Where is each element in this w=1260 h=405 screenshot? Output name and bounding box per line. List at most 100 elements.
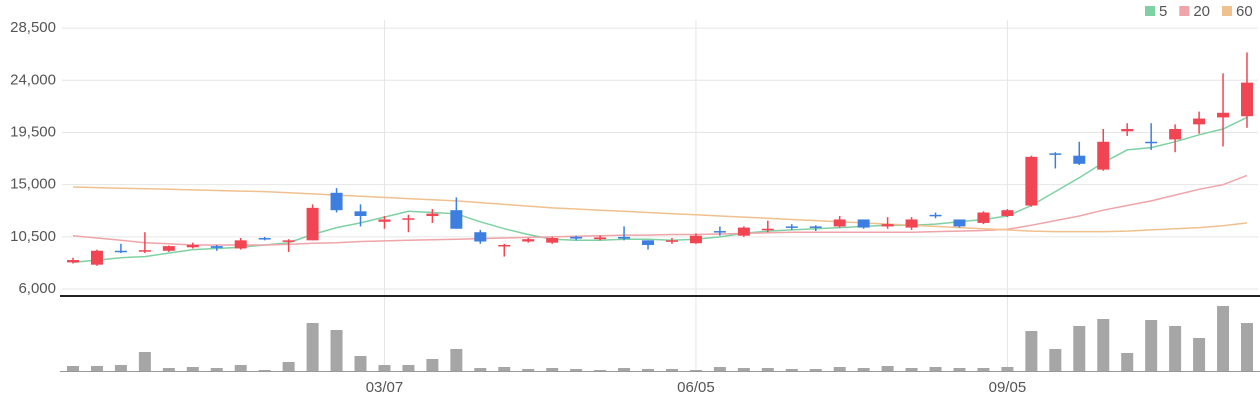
volume-bar xyxy=(1025,331,1038,371)
candle-body xyxy=(426,213,439,216)
candle-body xyxy=(713,231,726,233)
candle-body xyxy=(642,240,655,245)
y-tick-label: 15,000 xyxy=(10,176,56,193)
volume-bar xyxy=(689,370,702,371)
candle-body xyxy=(498,244,511,247)
candle-body xyxy=(833,219,846,227)
candle-body xyxy=(1025,156,1038,206)
candle-body xyxy=(881,224,894,227)
volume-bar xyxy=(1001,367,1014,371)
ma-line xyxy=(72,186,1248,233)
candle-body xyxy=(67,260,79,263)
candle-body xyxy=(618,236,631,239)
y-tick-label: 19,500 xyxy=(10,123,56,140)
volume-bar xyxy=(498,367,511,371)
candle-body xyxy=(1049,153,1062,155)
candle-body xyxy=(378,219,391,222)
y-tick-label: 10,500 xyxy=(10,228,56,245)
candle-body xyxy=(546,238,559,243)
candle-body xyxy=(809,226,822,228)
candle-body xyxy=(737,227,750,236)
volume-bar xyxy=(977,368,990,371)
volume-bar xyxy=(881,366,894,371)
candle-body xyxy=(761,228,774,231)
candle-body xyxy=(1241,82,1253,117)
candle-body xyxy=(953,219,966,227)
candle-body xyxy=(210,246,223,248)
candle-body xyxy=(689,235,702,244)
y-tick-label: 24,000 xyxy=(10,71,56,88)
candle-body xyxy=(1121,129,1134,132)
candle-body xyxy=(1073,155,1086,164)
candle-body xyxy=(1169,129,1182,140)
volume-bar xyxy=(953,368,966,371)
volume-bar xyxy=(618,368,631,371)
volume-bar xyxy=(1073,326,1086,371)
candle-body xyxy=(1145,141,1158,144)
volume-bar xyxy=(1193,338,1206,371)
volume-bar xyxy=(905,368,918,371)
volume-bar xyxy=(809,369,822,371)
candle-body xyxy=(162,246,175,251)
legend-label: 20 xyxy=(1193,3,1210,20)
candle-body xyxy=(1217,112,1230,118)
volume-bar xyxy=(1217,306,1230,371)
legend-swatch xyxy=(1145,6,1155,16)
volume-bar xyxy=(162,368,175,371)
legend-swatch xyxy=(1179,6,1190,16)
volume-bar xyxy=(1145,320,1158,371)
candle-body xyxy=(114,250,127,253)
candle-body xyxy=(282,240,295,242)
volume-bar xyxy=(258,370,271,371)
volume-bar xyxy=(522,369,535,371)
legend-label: 5 xyxy=(1159,3,1167,20)
candle-body xyxy=(977,212,990,223)
candle-body xyxy=(354,211,367,216)
candle-body xyxy=(785,226,798,228)
candle-body xyxy=(330,192,343,211)
volume-bar xyxy=(929,367,942,371)
y-tick-label: 28,500 xyxy=(10,19,56,36)
volume-bar xyxy=(594,370,607,371)
volume-bar xyxy=(282,362,295,371)
volume-bar xyxy=(1049,349,1062,371)
volume-bar xyxy=(378,365,391,371)
volume-bar xyxy=(785,369,798,371)
volume-bar xyxy=(833,367,846,371)
volume-bar xyxy=(306,323,319,371)
candle-body xyxy=(138,250,151,252)
candle-body xyxy=(90,250,103,265)
x-tick-label: 03/07 xyxy=(366,379,404,396)
volume-bar xyxy=(67,366,79,371)
ma-line xyxy=(72,116,1248,264)
candle-body xyxy=(857,219,870,228)
candle-body xyxy=(186,244,199,248)
candle-body xyxy=(474,232,487,242)
candle-body xyxy=(522,239,535,242)
x-tick-label: 06/05 xyxy=(677,379,715,396)
y-tick-label: 6,000 xyxy=(18,280,56,297)
volume-bar xyxy=(450,349,463,371)
candle-body xyxy=(1193,118,1206,125)
x-tick-label: 09/05 xyxy=(989,379,1027,396)
volume-bar xyxy=(330,330,343,371)
legend-label: 60 xyxy=(1236,3,1253,20)
candle-body xyxy=(929,214,942,217)
volume-bar xyxy=(761,368,774,371)
volume-bar xyxy=(546,368,559,371)
volume-bar xyxy=(402,365,415,371)
candle-body xyxy=(402,218,415,220)
candle-body xyxy=(1097,141,1110,170)
volume-bar xyxy=(1121,353,1134,371)
volume-bar xyxy=(737,368,750,371)
volume-bar xyxy=(210,368,223,371)
volume-bar xyxy=(665,369,678,371)
volume-bar xyxy=(354,356,367,371)
candle-body xyxy=(234,240,247,249)
volume-bar xyxy=(114,365,127,371)
volume-bar xyxy=(138,352,151,371)
candle-body xyxy=(258,238,271,240)
candle-body xyxy=(570,236,583,239)
candle-body xyxy=(306,207,319,241)
